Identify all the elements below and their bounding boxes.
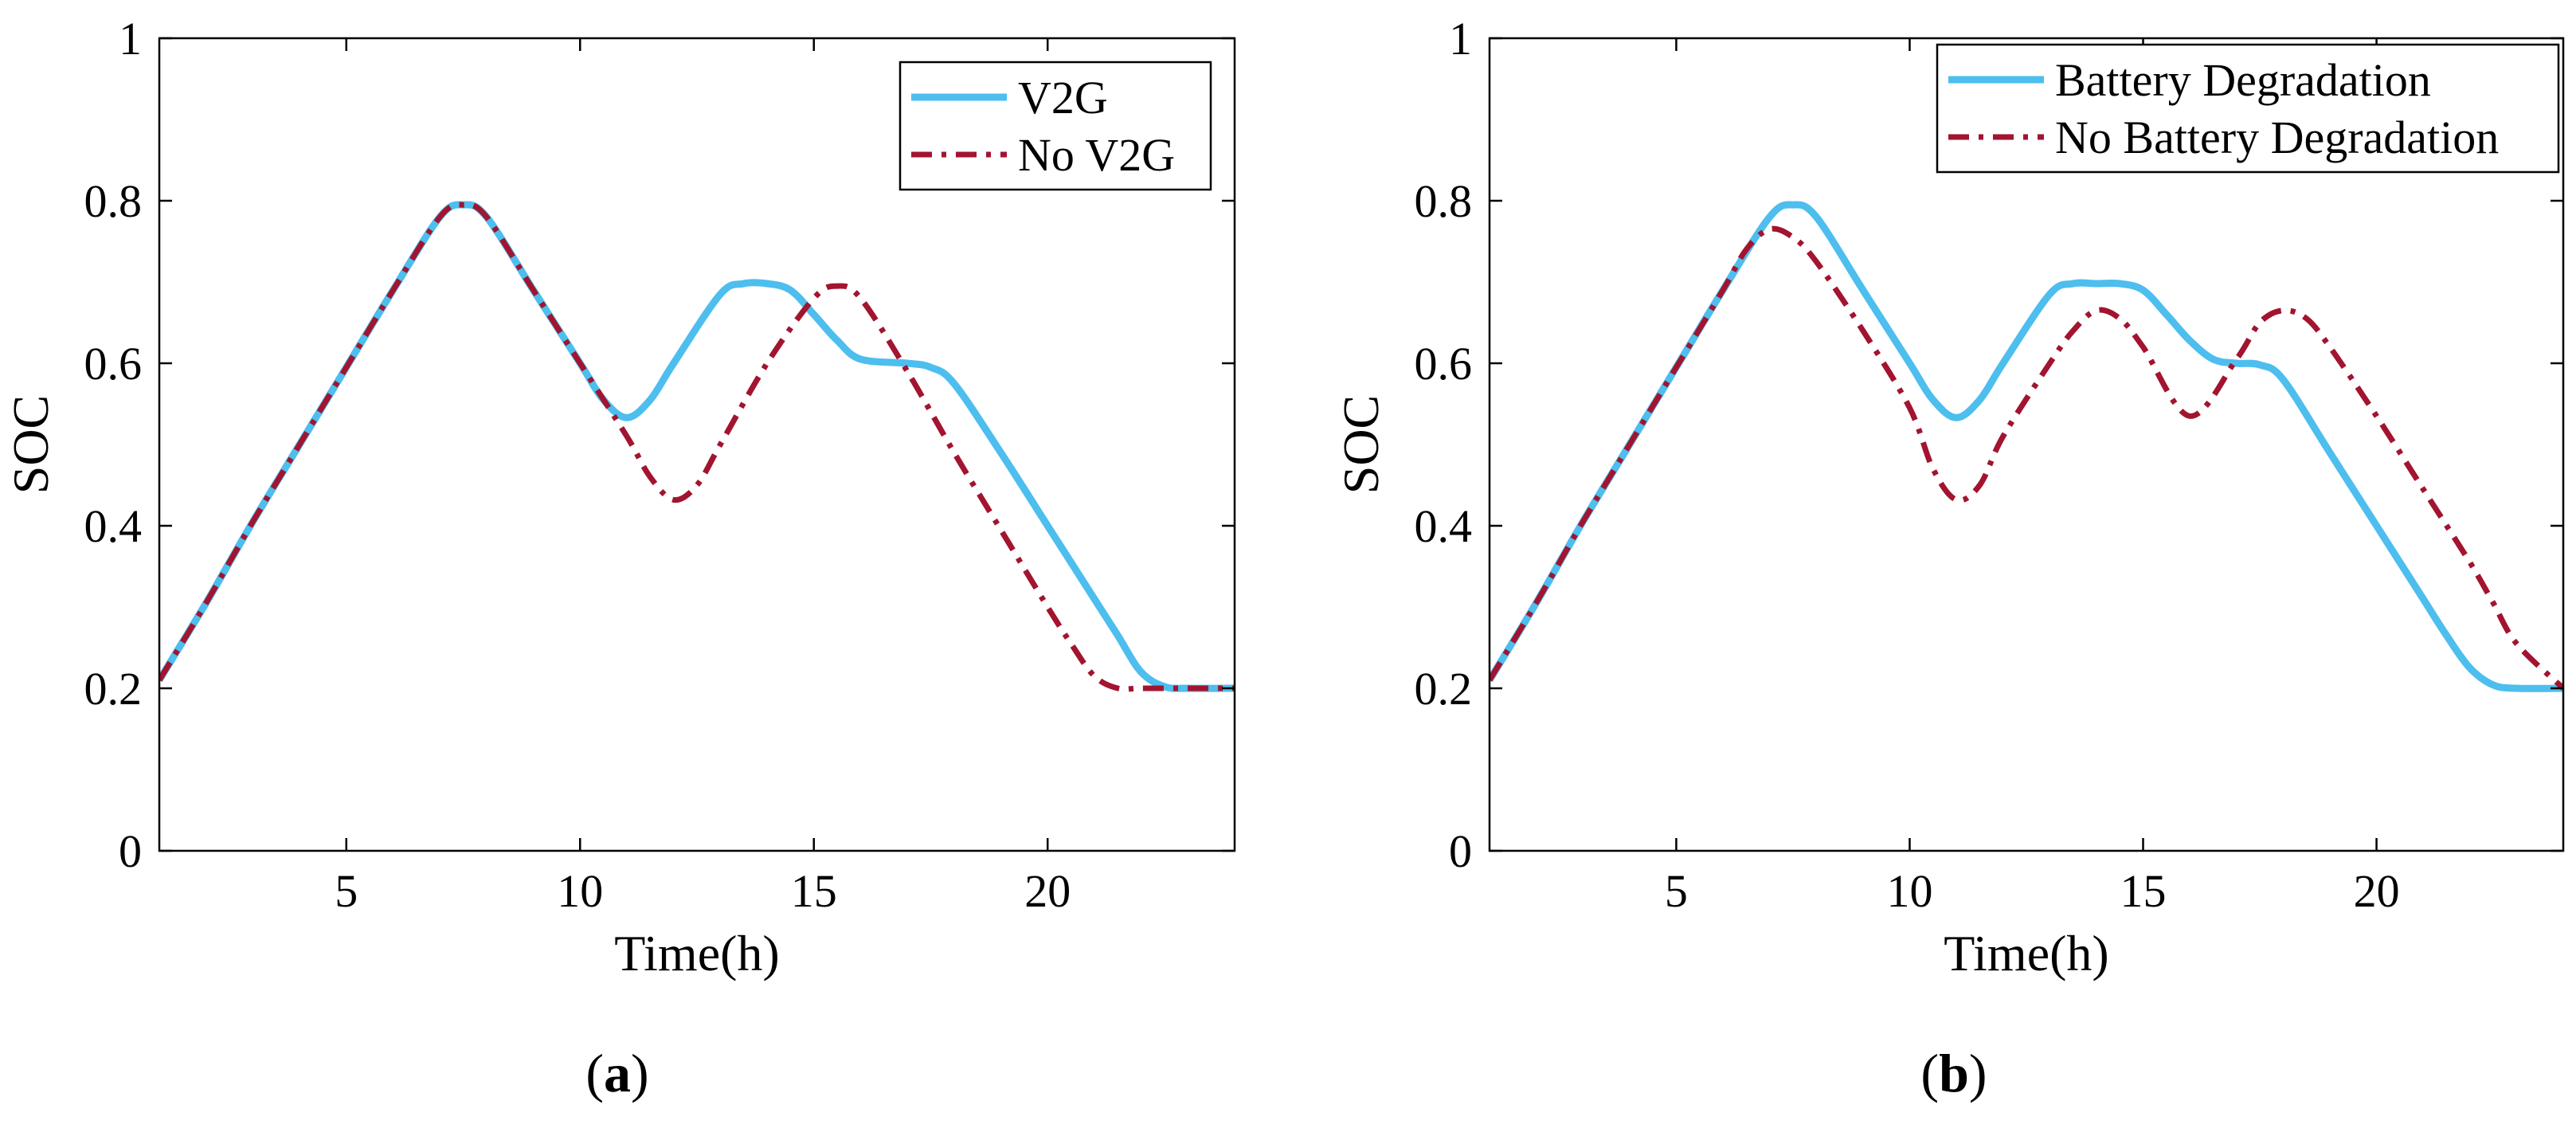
y-axis-label: SOC bbox=[1333, 395, 1389, 495]
y-tick-label: 0 bbox=[1449, 825, 1472, 877]
caption-open-paren: ( bbox=[585, 1043, 604, 1103]
caption-letter: a bbox=[604, 1043, 631, 1103]
chart-panel-a: 5 10 15 20 0 0.2 0.4 0.6 0.8 1 Time(h) SOC V2G No V2G bbox=[2, 13, 1236, 981]
y-tick-label: 0.8 bbox=[84, 175, 143, 227]
caption-open-paren: ( bbox=[1920, 1043, 1939, 1103]
axes-box bbox=[1488, 37, 2565, 852]
y-tick-label: 1 bbox=[1449, 13, 1472, 65]
x-tick-label: 20 bbox=[1024, 865, 1071, 917]
y-tick-label: 0.4 bbox=[84, 500, 143, 552]
x-tick-label: 20 bbox=[2354, 865, 2400, 917]
caption-close-paren: ) bbox=[1969, 1043, 1987, 1103]
x-tick-label: 15 bbox=[791, 865, 837, 917]
y-tick-label: 0.2 bbox=[84, 663, 143, 715]
y-tick-label: 0.8 bbox=[1415, 175, 1473, 227]
legend-entry-label: No Battery Degradation bbox=[2055, 112, 2499, 163]
series-line-secondary bbox=[159, 202, 1235, 692]
x-tick-label: 15 bbox=[2120, 865, 2167, 917]
y-tick-label: 0.2 bbox=[1415, 663, 1473, 715]
legend-entry-label: Battery Degradation bbox=[2055, 54, 2431, 106]
legend: Battery Degradation No Battery Degradatio… bbox=[1936, 43, 2560, 174]
y-tick-label: 0.6 bbox=[1415, 338, 1473, 390]
series-line-primary bbox=[1490, 201, 2563, 692]
y-tick-label: 0 bbox=[119, 825, 142, 877]
x-tick-label: 10 bbox=[557, 865, 603, 917]
x-tick-label: 5 bbox=[335, 865, 358, 917]
legend-entry-label: V2G bbox=[1018, 72, 1108, 123]
y-tick-label: 0.6 bbox=[84, 338, 143, 390]
series-line-primary bbox=[159, 201, 1235, 692]
panel-caption-b: (b) bbox=[1920, 1043, 1987, 1103]
x-tick-label: 10 bbox=[1886, 865, 1932, 917]
chart-panel-b: 5 10 15 20 0 0.2 0.4 0.6 0.8 1 Time(h) SOC Battery D… bbox=[1333, 13, 2565, 981]
y-tick-label: 0.4 bbox=[1415, 500, 1473, 552]
x-axis-label: Time(h) bbox=[614, 925, 779, 981]
panel-caption-a: (a) bbox=[585, 1043, 648, 1103]
legend-box bbox=[898, 61, 1212, 191]
caption-close-paren: ) bbox=[631, 1043, 649, 1103]
series-line-secondary bbox=[1490, 225, 2563, 691]
legend: V2G No V2G bbox=[898, 61, 1212, 191]
x-tick-label: 5 bbox=[1665, 865, 1688, 917]
y-tick-label: 1 bbox=[119, 13, 142, 65]
plot-area bbox=[159, 201, 1235, 692]
caption-letter: b bbox=[1939, 1043, 1969, 1103]
y-axis-label: SOC bbox=[2, 395, 59, 495]
legend-entry-label: No V2G bbox=[1018, 129, 1175, 181]
legend-box bbox=[1936, 43, 2560, 174]
plot-area bbox=[1490, 201, 2563, 692]
x-axis-label: Time(h) bbox=[1944, 925, 2108, 981]
axes-box bbox=[158, 37, 1236, 852]
